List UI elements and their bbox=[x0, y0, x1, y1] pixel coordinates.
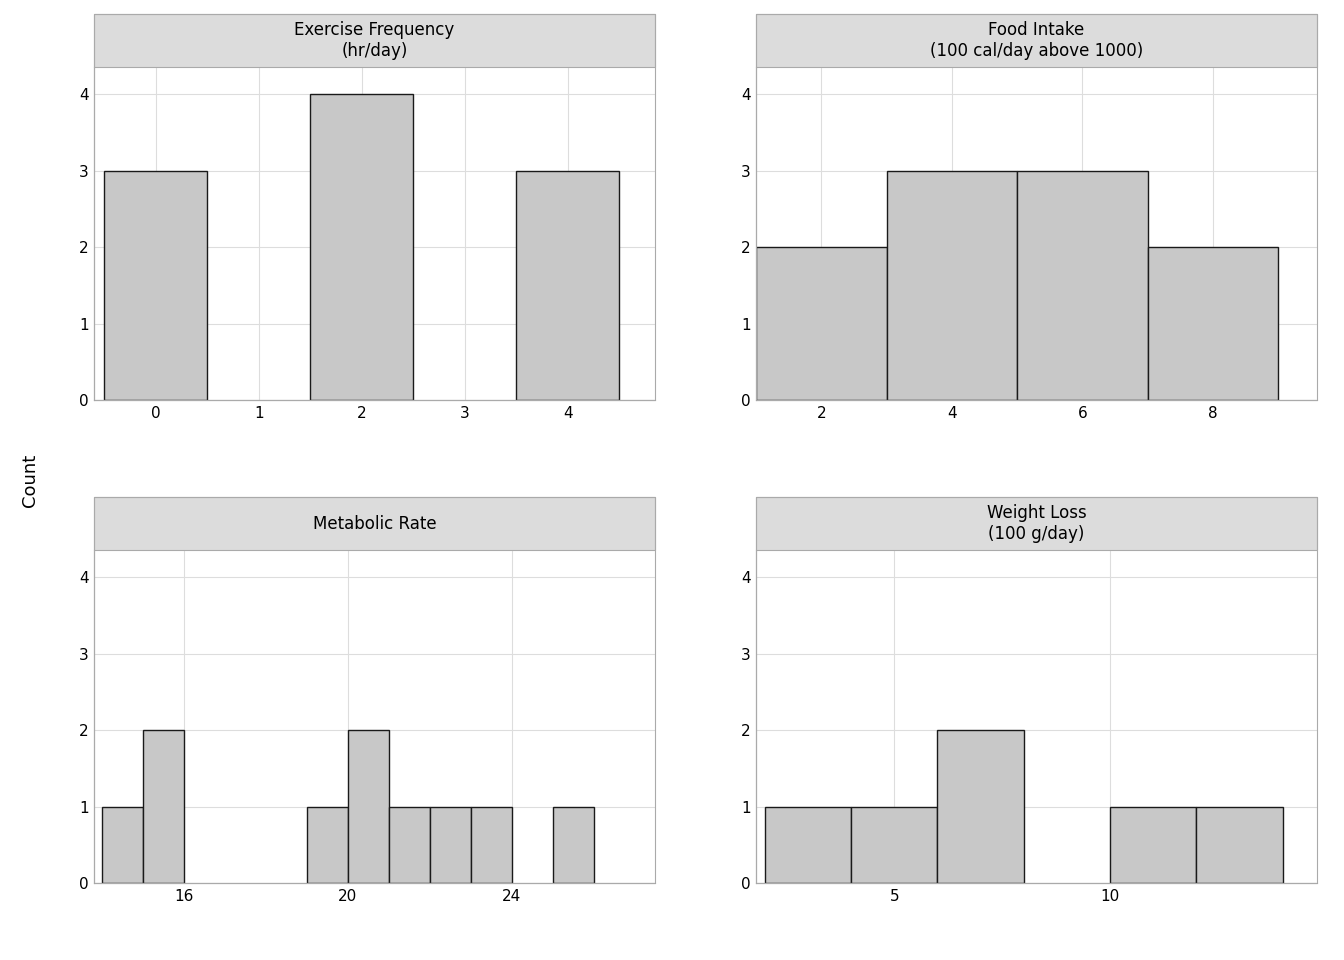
Bar bbox=[1017, 171, 1148, 400]
Bar bbox=[102, 806, 144, 883]
Bar bbox=[1148, 247, 1278, 400]
Bar bbox=[887, 171, 1017, 400]
Text: Food Intake
(100 cal/day above 1000): Food Intake (100 cal/day above 1000) bbox=[930, 21, 1144, 60]
Bar bbox=[1196, 806, 1282, 883]
Text: Count: Count bbox=[20, 453, 39, 507]
Bar bbox=[765, 806, 851, 883]
Bar bbox=[851, 806, 937, 883]
Bar bbox=[105, 171, 207, 400]
Bar bbox=[470, 806, 512, 883]
Bar bbox=[937, 730, 1024, 883]
Bar bbox=[552, 806, 594, 883]
Bar bbox=[430, 806, 470, 883]
Bar bbox=[1110, 806, 1196, 883]
Bar bbox=[757, 247, 887, 400]
Bar bbox=[388, 806, 430, 883]
Text: Weight Loss
(100 g/day): Weight Loss (100 g/day) bbox=[986, 504, 1086, 543]
Bar bbox=[516, 171, 620, 400]
Text: Exercise Frequency
(hr/day): Exercise Frequency (hr/day) bbox=[294, 21, 454, 60]
Bar bbox=[348, 730, 388, 883]
Bar bbox=[306, 806, 348, 883]
Bar bbox=[310, 94, 413, 400]
Text: Metabolic Rate: Metabolic Rate bbox=[313, 515, 437, 533]
Bar bbox=[144, 730, 184, 883]
